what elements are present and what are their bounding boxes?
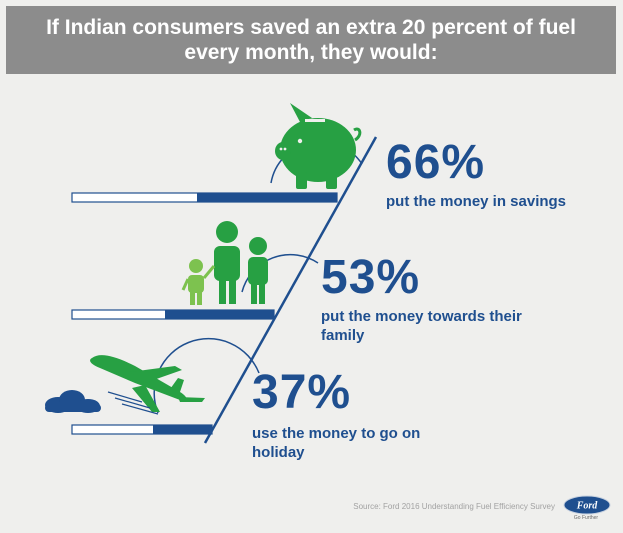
gauge-arc-2 (241, 253, 319, 293)
family-icon (181, 221, 268, 305)
stat-percent: 37% (252, 366, 352, 419)
stat-description: put the money in savings (386, 193, 567, 210)
ford-logo: Ford (563, 495, 611, 515)
source-citation: Source: Ford 2016 Understanding Fuel Eff… (353, 502, 555, 511)
diagonal-divider (203, 136, 378, 444)
savings-bar (71, 192, 338, 203)
holiday-bar (71, 424, 213, 435)
ford-logo-text: Ford (576, 501, 599, 512)
airplane-icon (90, 355, 205, 412)
brand-tagline: Go Further (573, 515, 599, 521)
stat-description: use the money to go on holiday (252, 425, 421, 461)
stat-percent: 53% (321, 251, 421, 304)
motion-lines (107, 391, 159, 415)
stat-holiday: 37% use the money to go on holiday (252, 368, 457, 462)
header-banner: If Indian consumers saved an extra 20 pe… (6, 6, 616, 74)
stat-family: 53% put the money towards their family (321, 253, 526, 345)
stat-savings: 66% put the money in savings (386, 138, 616, 211)
family-bar (71, 309, 275, 320)
piggy-bank-icon (275, 103, 362, 189)
stat-percent: 66% (386, 136, 486, 189)
page-title: If Indian consumers saved an extra 20 pe… (46, 16, 576, 64)
cloud-icon (45, 390, 101, 413)
stat-description: put the money towards their family (321, 308, 522, 344)
